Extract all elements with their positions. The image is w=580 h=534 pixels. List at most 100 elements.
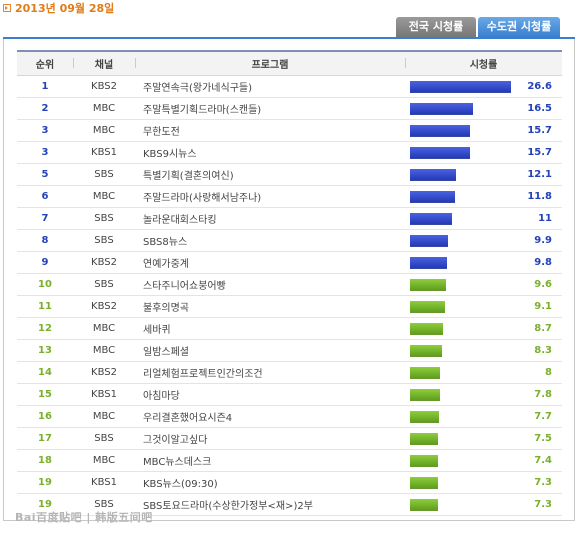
tab-capital-ratings[interactable]: 수도권 시청률: [478, 17, 560, 37]
table-row: 10 SBS 스타주니어쇼붕어빵 9.6: [17, 273, 562, 296]
rank-cell: 18: [17, 449, 73, 472]
table-row: 18 MBC MBC뉴스데스크 7.4: [17, 449, 562, 472]
rating-value: 9.1: [534, 301, 552, 312]
program-cell: KBS뉴스(09:30): [135, 471, 405, 494]
rating-bar: [410, 411, 439, 423]
rating-value: 7.3: [534, 477, 552, 488]
rank-cell: 16: [17, 405, 73, 428]
rank-cell: 17: [17, 427, 73, 450]
rank-cell: 2: [17, 97, 73, 120]
program-cell: KBS9시뉴스: [135, 141, 405, 164]
program-cell: MBC뉴스데스크: [135, 449, 405, 472]
rating-value: 9.9: [534, 235, 552, 246]
program-cell: 아침마당: [135, 383, 405, 406]
rating-cell: 15.7: [405, 119, 562, 142]
header-channel: 채널: [73, 50, 135, 76]
rating-cell: 8.3: [405, 339, 562, 362]
rating-value: 7.7: [534, 411, 552, 422]
program-cell: 그것이알고싶다: [135, 427, 405, 450]
table-row: 14 KBS2 리얼체험프로젝트인간의조건 8: [17, 361, 562, 384]
ratings-table: 순위 채널 프로그램 시청률 1 KBS2 주말연속극(왕가네식구들) 26.6 2 MB…: [17, 50, 562, 516]
program-cell: 스타주니어쇼붕어빵: [135, 273, 405, 296]
table-row: 7 SBS 놀라운대회스타킹 11: [17, 207, 562, 230]
channel-cell: MBC: [73, 119, 135, 142]
rank-cell: 9: [17, 251, 73, 274]
rank-cell: 13: [17, 339, 73, 362]
program-cell: 우리결혼했어요시즌4: [135, 405, 405, 428]
rank-cell: 7: [17, 207, 73, 230]
table-row: 1 KBS2 주말연속극(왕가네식구들) 26.6: [17, 75, 562, 98]
channel-cell: MBC: [73, 97, 135, 120]
channel-cell: MBC: [73, 449, 135, 472]
table-row: 13 MBC 일밤스페셜 8.3: [17, 339, 562, 362]
channel-cell: SBS: [73, 207, 135, 230]
table-row: 17 SBS 그것이알고싶다 7.5: [17, 427, 562, 450]
rating-value: 9.8: [534, 257, 552, 268]
rating-bar: [410, 213, 452, 225]
rating-cell: 7.7: [405, 405, 562, 428]
tab-national-ratings[interactable]: 전국 시청률: [396, 17, 476, 37]
rank-cell: 12: [17, 317, 73, 340]
channel-cell: KBS2: [73, 361, 135, 384]
channel-cell: MBC: [73, 339, 135, 362]
rating-bar: [410, 235, 448, 247]
rating-value: 8.7: [534, 323, 552, 334]
rating-bar: [410, 301, 445, 313]
rating-cell: 7.3: [405, 493, 562, 516]
rank-cell: 10: [17, 273, 73, 296]
channel-cell: MBC: [73, 185, 135, 208]
program-cell: 연예가중계: [135, 251, 405, 274]
rating-cell: 9.6: [405, 273, 562, 296]
program-cell: 일밤스페셜: [135, 339, 405, 362]
program-cell: 불후의명곡: [135, 295, 405, 318]
rank-cell: 14: [17, 361, 73, 384]
program-cell: SBS8뉴스: [135, 229, 405, 252]
rating-bar: [410, 323, 443, 335]
rating-cell: 9.1: [405, 295, 562, 318]
rating-value: 7.4: [534, 455, 552, 466]
rating-cell: 8.7: [405, 317, 562, 340]
program-cell: 무한도전: [135, 119, 405, 142]
rating-cell: 9.9: [405, 229, 562, 252]
program-cell: 주말연속극(왕가네식구들): [135, 75, 405, 98]
rating-cell: 8: [405, 361, 562, 384]
rank-cell: 15: [17, 383, 73, 406]
watermark-text: Bai百度贴吧 | 韩版五间吧: [15, 511, 153, 524]
rank-cell: 3: [17, 119, 73, 142]
rating-bar: [410, 103, 473, 115]
rating-bar: [410, 367, 440, 379]
channel-cell: KBS2: [73, 295, 135, 318]
rating-value: 8.3: [534, 345, 552, 356]
program-cell: 특별기획(결혼의여신): [135, 163, 405, 186]
rating-value: 9.6: [534, 279, 552, 290]
rating-cell: 16.5: [405, 97, 562, 120]
rating-value: 26.6: [527, 81, 552, 92]
table-row: 16 MBC 우리결혼했어요시즌4 7.7: [17, 405, 562, 428]
table-header-row: 순위 채널 프로그램 시청률: [17, 50, 562, 76]
table-row: 9 KBS2 연예가중계 9.8: [17, 251, 562, 274]
panel-accent-line: [3, 37, 575, 39]
channel-cell: MBC: [73, 317, 135, 340]
rating-cell: 12.1: [405, 163, 562, 186]
rating-cell: 15.7: [405, 141, 562, 164]
rating-bar: [410, 147, 470, 159]
rating-bar: [410, 499, 438, 511]
rank-cell: 5: [17, 163, 73, 186]
rating-bar: [410, 169, 456, 181]
channel-cell: KBS1: [73, 141, 135, 164]
rating-value: 11: [538, 213, 552, 224]
rating-bar: [410, 257, 447, 269]
program-cell: 놀라운대회스타킹: [135, 207, 405, 230]
table-row: 19 KBS1 KBS뉴스(09:30) 7.3: [17, 471, 562, 494]
channel-cell: KBS1: [73, 383, 135, 406]
header-program: 프로그램: [135, 50, 405, 76]
table-row: 3 KBS1 KBS9시뉴스 15.7: [17, 141, 562, 164]
rank-cell: 19: [17, 471, 73, 494]
arrow-box-icon: [3, 4, 11, 12]
rating-bar: [410, 345, 442, 357]
table-row: 19 SBS SBS토요드라마(수상한가정부<재>)2부 7.3: [17, 493, 562, 516]
rating-value: 11.8: [527, 191, 552, 202]
date-label: 2013년 09월 28일: [15, 2, 115, 15]
channel-cell: KBS2: [73, 251, 135, 274]
rating-value: 16.5: [527, 103, 552, 114]
